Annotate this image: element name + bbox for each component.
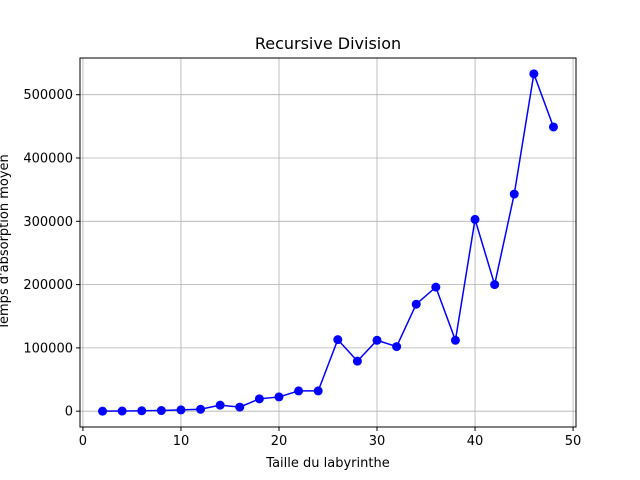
data-point [392,342,402,352]
y-tick-label: 300000 [23,215,73,230]
x-tick-label: 30 [369,434,386,449]
data-point [313,386,323,396]
y-axis-label: Temps d'absorption moyen [0,154,12,331]
x-tick-label: 0 [79,434,87,449]
data-point [254,394,264,404]
data-point [450,335,460,345]
x-tick-label: 20 [271,434,288,449]
data-point [176,405,186,415]
x-tick-label: 50 [565,434,582,449]
chart-title: Recursive Division [255,34,401,53]
data-point [156,406,166,416]
data-point [548,122,558,132]
series-line [102,70,555,412]
x-axis: 0 10 20 30 40 50 [79,427,582,449]
x-tick-label: 40 [467,434,484,449]
y-tick-label: 0 [65,405,73,420]
data-point [490,280,500,290]
data-point [352,356,362,366]
data-point [235,402,245,412]
data-point [98,406,108,416]
data-point [294,386,304,396]
data-point [274,392,284,402]
data-point [529,69,539,79]
grid [80,58,576,427]
data-point [411,299,421,309]
data-point [117,406,127,416]
data-point [372,335,382,345]
data-point [431,282,441,292]
y-axis: 0 100000 200000 300000 400000 500000 [23,88,80,420]
series-layer [98,69,558,416]
data-point [333,335,343,345]
y-tick-label: 200000 [23,278,73,293]
x-axis-label: Taille du labyrinthe [265,456,389,471]
data-point [137,406,147,416]
data-point [509,189,519,199]
y-tick-label: 100000 [23,341,73,356]
data-point [470,214,480,224]
x-tick-label: 10 [173,434,190,449]
data-point [215,400,225,410]
y-tick-label: 400000 [23,152,73,167]
axes-frame [79,57,577,428]
y-tick-label: 500000 [23,88,73,103]
data-point [196,404,206,414]
